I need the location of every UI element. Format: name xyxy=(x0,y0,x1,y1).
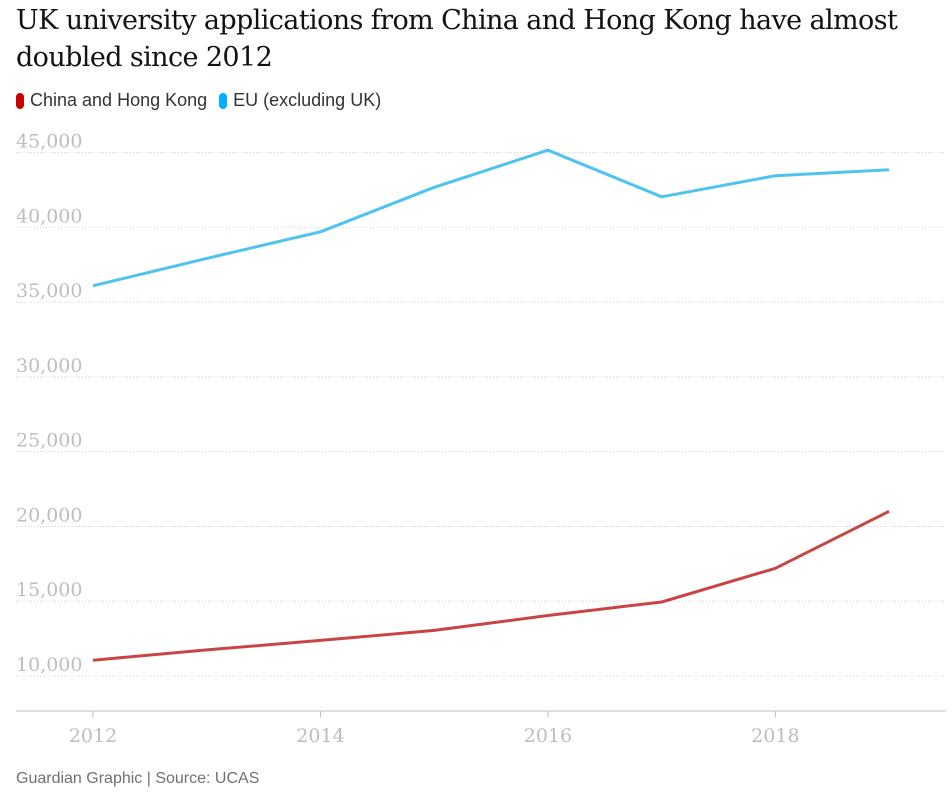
y-tick-label: 25,000 xyxy=(16,430,82,452)
legend-label-eu: EU (excluding UK) xyxy=(233,90,382,110)
legend-swatch-china xyxy=(16,92,24,109)
chart-title: UK university applications from China an… xyxy=(16,5,898,73)
x-tick-label: 2018 xyxy=(751,725,799,747)
line-chart: 10,000 15,000 20,000 25,000 30,000 35,000 40,0… xyxy=(16,130,946,747)
gridlines xyxy=(16,151,946,712)
y-axis-ticks: 10,000 15,000 20,000 25,000 30,000 35,000 40,0… xyxy=(16,130,82,676)
legend: China and Hong Kong EU (excluding UK) xyxy=(16,90,393,111)
y-tick-label: 30,000 xyxy=(16,355,82,377)
x-tick-label: 2012 xyxy=(69,725,117,747)
legend-item-eu: EU (excluding UK) xyxy=(219,90,381,111)
series-line-china xyxy=(92,509,890,662)
y-tick-label: 15,000 xyxy=(16,579,82,601)
y-tick-label: 35,000 xyxy=(16,280,82,302)
y-tick-label: 20,000 xyxy=(16,504,82,526)
legend-swatch-eu xyxy=(219,92,228,109)
source-note: Guardian Graphic | Source: UCAS xyxy=(16,770,260,787)
y-tick-label: 45,000 xyxy=(16,130,82,152)
x-tick-label: 2016 xyxy=(524,725,572,747)
series-line-eu xyxy=(92,148,890,288)
y-tick-label: 40,000 xyxy=(16,205,82,227)
legend-item-china: China and Hong Kong xyxy=(16,90,207,111)
x-tick-label: 2014 xyxy=(296,725,344,747)
y-tick-label: 10,000 xyxy=(16,654,82,676)
x-axis-ticks: 2012 2014 2016 2018 xyxy=(69,711,800,747)
series-lines xyxy=(92,148,890,662)
legend-label-china: China and Hong Kong xyxy=(30,90,208,110)
